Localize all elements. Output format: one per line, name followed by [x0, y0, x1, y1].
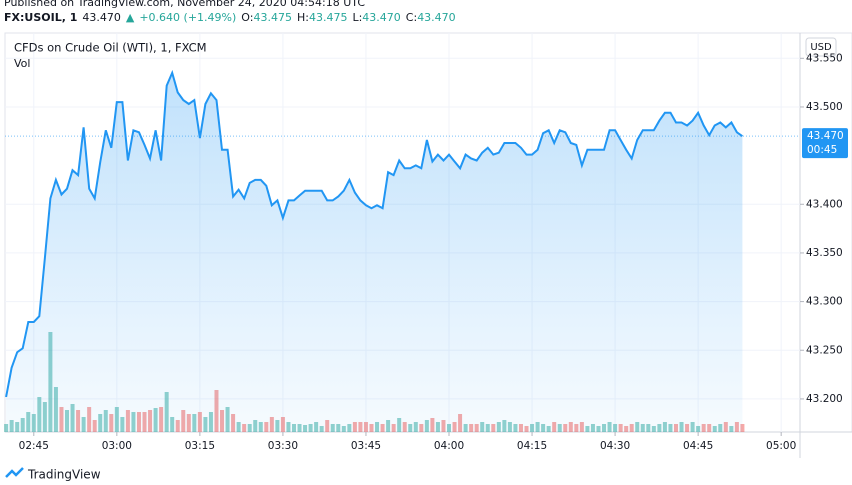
y-tick-label: 43.300 [806, 296, 843, 308]
x-tick-label: 03:15 [185, 440, 215, 452]
header-c-label: C: [406, 11, 417, 24]
x-tick-label: 04:00 [434, 440, 464, 452]
y-tick-label: 43.350 [806, 247, 843, 259]
y-tick-label: 43.200 [806, 393, 843, 405]
x-tick-label: 03:30 [268, 440, 298, 452]
last-price-box [802, 128, 848, 159]
legend-title: CFDs on Crude Oil (WTI), 1, FXCM [14, 41, 207, 55]
x-tick-label: 03:00 [102, 440, 132, 452]
x-tick-label: 04:30 [600, 440, 630, 452]
logo: TradingView [5, 467, 101, 482]
symbol-line: FX:USOIL, 1 43.470 ▲ +0.640 (+1.49%) O: 43.47… [4, 11, 456, 24]
countdown: 00:45 [807, 144, 837, 156]
volume-bar [740, 424, 745, 432]
y-tick-label: 43.550 [806, 52, 843, 64]
header-l: 43.470 [362, 11, 401, 24]
header-last: 43.470 [82, 11, 121, 24]
header-change: +0.640 (+1.49%) [139, 11, 236, 24]
x-tick-label: 04:15 [517, 440, 547, 452]
x-tick-label: 05:00 [766, 440, 796, 452]
header-arrow: ▲ [126, 11, 135, 24]
currency-button[interactable] [805, 37, 837, 57]
brand: TradingView [27, 468, 101, 482]
price-area [6, 72, 743, 433]
header-h: 43.475 [309, 11, 348, 24]
last-price-label: 43.470 [807, 130, 844, 142]
plot [4, 69, 745, 433]
y-tick-label: 43.400 [806, 198, 843, 210]
header-l-label: L: [352, 11, 362, 24]
price-line [5, 69, 743, 398]
y-tick-label: 43.500 [806, 101, 843, 113]
header-c: 43.470 [417, 11, 456, 24]
header-o: 43.475 [253, 11, 292, 24]
header-o-label: O: [241, 11, 253, 24]
header-h-label: H: [297, 11, 309, 24]
header-symbol: FX:USOIL, 1 [4, 11, 77, 24]
currency[interactable]: USD [810, 42, 832, 53]
x-tick-label: 04:45 [683, 440, 713, 452]
x-tick-label: 03:45 [351, 440, 381, 452]
y-tick-label: 43.250 [806, 344, 843, 356]
volume-legend: Vol [14, 57, 30, 70]
x-tick-label: 02:45 [19, 440, 49, 452]
published: Published on TradingView.com, November 2… [4, 0, 365, 9]
